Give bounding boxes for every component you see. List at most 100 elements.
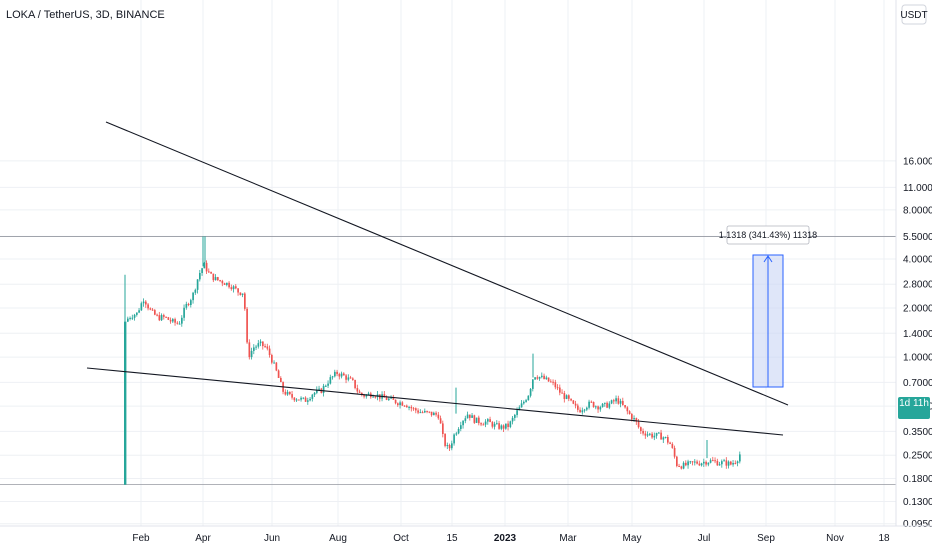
candle-body bbox=[725, 460, 728, 466]
candle-body bbox=[505, 423, 507, 429]
candle-body bbox=[244, 293, 246, 309]
candle-body bbox=[167, 317, 170, 320]
candle-body bbox=[577, 405, 579, 410]
candle-body bbox=[536, 377, 539, 379]
price-tick-12: 0.2500 bbox=[903, 451, 932, 462]
candle-body bbox=[277, 370, 280, 378]
candle-body bbox=[480, 423, 482, 425]
price-tick-11: 0.3500 bbox=[903, 427, 932, 438]
candle-body bbox=[595, 406, 597, 408]
candle-body bbox=[597, 406, 599, 410]
candle-body bbox=[662, 437, 665, 440]
candle-body bbox=[570, 398, 572, 401]
candle-body bbox=[136, 312, 138, 315]
time-tick-3: Aug bbox=[329, 533, 347, 544]
candle-body bbox=[399, 402, 401, 406]
candle-body bbox=[655, 432, 658, 436]
candle-body bbox=[689, 461, 692, 463]
candle-body bbox=[264, 346, 266, 348]
candle-body bbox=[478, 417, 480, 424]
candle-body bbox=[466, 414, 469, 419]
candle-body bbox=[129, 317, 131, 319]
candle-body bbox=[649, 433, 651, 435]
candle-body bbox=[442, 423, 444, 434]
candle-body bbox=[273, 362, 275, 364]
candle-body bbox=[606, 402, 608, 408]
candle-body bbox=[212, 273, 215, 281]
candle-body bbox=[187, 303, 190, 305]
candle-body bbox=[253, 347, 255, 351]
candle-body bbox=[493, 423, 496, 427]
price-tick-1: 11.0000 bbox=[903, 183, 932, 194]
candle-body bbox=[145, 301, 147, 305]
upper-trendline[interactable] bbox=[105, 121, 789, 406]
candle-body bbox=[520, 403, 523, 408]
candle-body bbox=[190, 300, 192, 305]
candle-body bbox=[588, 401, 590, 408]
candle-body bbox=[500, 425, 503, 429]
candle-body bbox=[721, 461, 723, 465]
candle-body bbox=[716, 460, 719, 466]
lower-trendline[interactable] bbox=[86, 367, 784, 436]
candle-body bbox=[491, 422, 494, 427]
currency-badge[interactable] bbox=[901, 4, 927, 25]
candle-body bbox=[682, 462, 685, 469]
candle-body bbox=[289, 391, 291, 395]
candle-body bbox=[163, 315, 165, 317]
candle-body bbox=[529, 388, 532, 396]
symbol-title: LOKA / TetherUS, 3D, BINANCE bbox=[6, 9, 165, 21]
candle-body bbox=[397, 403, 399, 406]
candle-body bbox=[547, 377, 550, 382]
last-price-badge-label: 1d 11h bbox=[899, 398, 929, 409]
candle-body bbox=[426, 410, 428, 412]
candle-body bbox=[559, 387, 561, 393]
candle-body bbox=[300, 397, 302, 400]
candle-body bbox=[201, 268, 203, 273]
candle-body bbox=[617, 398, 620, 404]
candle-body bbox=[142, 301, 145, 304]
time-tick-10: Sep bbox=[757, 533, 775, 544]
candle-body bbox=[271, 354, 273, 363]
candle-body bbox=[565, 395, 568, 399]
candle-body bbox=[345, 375, 347, 380]
candle-body bbox=[703, 461, 705, 464]
time-tick-12: 18 bbox=[878, 533, 890, 544]
candle-body bbox=[356, 388, 359, 392]
candle-body bbox=[406, 405, 408, 408]
candle-body bbox=[419, 412, 422, 414]
candle-body bbox=[541, 375, 543, 377]
time-axis[interactable]: Feb Apr Jun Aug Oct 15 2023 Mar May Jul Sep Nov 18 bbox=[0, 525, 932, 544]
candle-body bbox=[385, 397, 388, 400]
candle-body bbox=[127, 318, 129, 322]
candle-body bbox=[718, 464, 721, 466]
candle-body bbox=[608, 403, 611, 408]
candle-body bbox=[210, 272, 212, 274]
measure-tool[interactable]: 1.1318 (341.43%) 11318 bbox=[719, 225, 817, 388]
candle-body bbox=[246, 308, 248, 343]
candle-body bbox=[221, 280, 224, 284]
time-tick-6: 2023 bbox=[494, 533, 517, 544]
candle-body bbox=[631, 414, 633, 420]
candle-body bbox=[147, 304, 149, 309]
candle-body bbox=[516, 410, 518, 415]
candle-body bbox=[228, 282, 230, 288]
candle-body bbox=[482, 424, 485, 426]
candle-body bbox=[230, 287, 233, 290]
candle-body bbox=[523, 401, 525, 404]
candle-body bbox=[633, 418, 635, 420]
candle-body bbox=[248, 342, 251, 358]
candle-body bbox=[307, 400, 309, 402]
candle-body bbox=[628, 411, 631, 415]
candle-body bbox=[723, 460, 725, 462]
candle-body bbox=[226, 282, 228, 285]
candle-body bbox=[527, 395, 530, 401]
candle-body bbox=[428, 411, 431, 413]
candle-body bbox=[338, 374, 341, 377]
candle-body bbox=[484, 421, 487, 425]
candle-body bbox=[219, 280, 221, 282]
candle-body bbox=[309, 398, 311, 401]
candle-body bbox=[390, 397, 392, 399]
